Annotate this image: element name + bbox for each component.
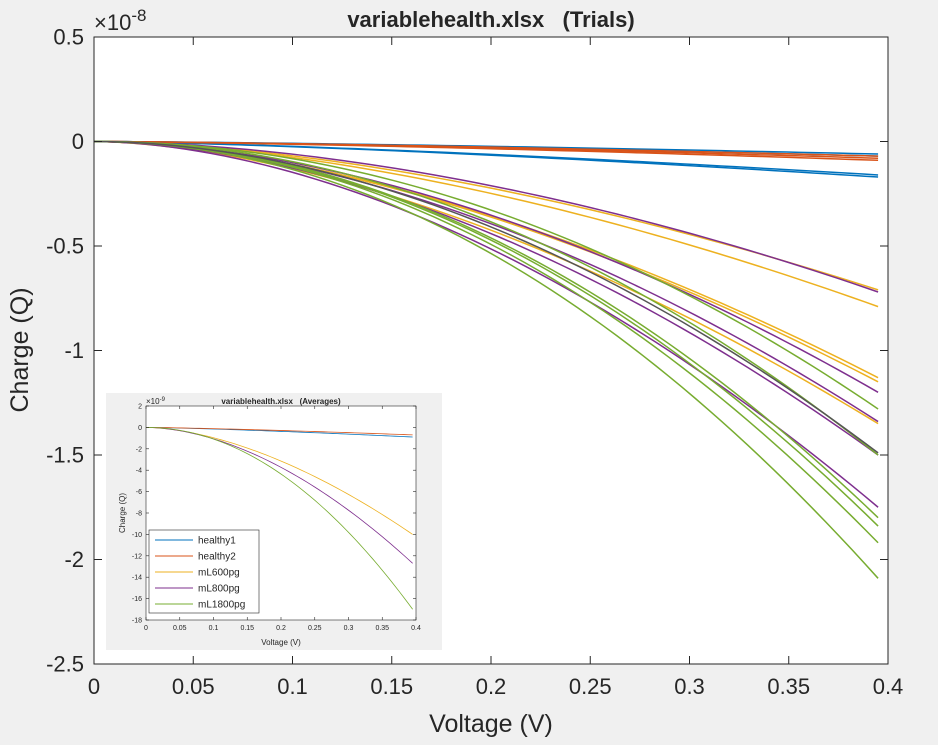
inset-y-tick-label: 2 — [138, 403, 142, 410]
main-y-tick-label: 0.5 — [53, 25, 84, 50]
main-x-tick-label: 0.1 — [277, 674, 308, 699]
main-x-tick-label: 0.4 — [873, 674, 904, 699]
inset-y-ticks: 2 0 -2 -4 -6 -8 -10 -12 -14 -16 -18 — [132, 403, 416, 624]
inset-y-tick-label: -2 — [136, 446, 142, 453]
inset-chart-title: variablehealth.xlsx (Averages) — [221, 397, 341, 406]
series-line-mL1800pg — [93, 140, 879, 579]
inset-x-tick-label: 0.1 — [209, 625, 219, 632]
series-line-mL600pg — [93, 140, 879, 425]
main-x-tick-label: 0.15 — [370, 674, 413, 699]
inset-series-line-mL1800pg — [145, 427, 413, 610]
series-line-mL1800pg — [93, 140, 879, 456]
inset-y-tick-label: -6 — [136, 489, 142, 496]
inset-x-axis-label: Voltage (V) — [261, 638, 301, 647]
main-y-tick-label: -2.5 — [46, 652, 84, 677]
series-line-mL800pg — [93, 140, 879, 293]
inset-y-tick-label: -14 — [132, 575, 142, 582]
main-x-tick-label: 0 — [88, 674, 100, 699]
main-y-exponent: ×10-8 — [94, 6, 146, 35]
main-y-axis-label: Charge (Q) — [6, 287, 34, 412]
inset-x-tick-label: 0.3 — [344, 625, 354, 632]
inset-y-tick-label: -12 — [132, 553, 142, 560]
main-x-tick-label: 0.05 — [172, 674, 215, 699]
main-x-ticks: 0 0.05 0.1 0.15 0.2 0.25 0.3 0.35 0.4 — [88, 37, 903, 699]
main-y-tick-label: -0.5 — [46, 234, 84, 259]
main-y-tick-label: -2 — [64, 547, 84, 572]
inset-x-tick-label: 0.4 — [411, 625, 421, 632]
inset-series-lines — [145, 427, 413, 610]
main-x-tick-label: 0.25 — [569, 674, 612, 699]
inset-y-tick-label: -10 — [132, 532, 142, 539]
main-x-tick-label: 0.2 — [476, 674, 507, 699]
inset-x-tick-label: 0.15 — [240, 625, 254, 632]
series-line-mL1800pg — [93, 140, 879, 544]
main-y-tick-label: 0 — [72, 129, 84, 154]
legend-label-mL600pg: mL600pg — [198, 568, 240, 579]
main-y-ticks: 0.5 0 -0.5 -1 -1.5 -2 -2.5 — [46, 25, 888, 677]
inset-legend: healthy1 healthy2 mL600pg mL800pg mL1800pg — [148, 529, 260, 614]
inset-x-tick-label: 0.2 — [276, 625, 286, 632]
legend-label-healthy2: healthy2 — [198, 552, 236, 563]
inset-y-tick-label: -18 — [132, 617, 142, 624]
inset-y-axis-label: Charge (Q) — [118, 493, 127, 533]
inset-y-tick-label: -16 — [132, 596, 142, 603]
main-y-tick-label: -1.5 — [46, 443, 84, 468]
inset-figure: 0 0.05 0.1 0.15 0.2 0.25 0.3 0.35 0.4 2 0 -2 -4 -6 -8… — [106, 393, 442, 650]
legend-label-healthy1: healthy1 — [198, 536, 236, 547]
inset-y-tick-label: 0 — [138, 425, 142, 432]
series-line-healthy2 — [93, 140, 879, 162]
inset-series-line-healthy2 — [145, 427, 413, 436]
inset-x-tick-label: 0.25 — [308, 625, 322, 632]
inset-y-tick-label: -8 — [136, 510, 142, 517]
series-line-mL800pg — [93, 140, 879, 508]
legend-label-mL1800pg: mL1800pg — [198, 600, 245, 611]
series-line-mL1800pg — [93, 140, 879, 410]
main-x-tick-label: 0.35 — [767, 674, 810, 699]
main-x-tick-label: 0.3 — [674, 674, 705, 699]
series-line-healthy1 — [93, 140, 879, 178]
inset-x-ticks: 0 0.05 0.1 0.15 0.2 0.25 0.3 0.35 0.4 — [144, 406, 421, 632]
inset-y-tick-label: -4 — [136, 468, 142, 475]
main-y-tick-label: -1 — [64, 338, 84, 363]
inset-x-tick-label: 0 — [144, 625, 148, 632]
inset-x-tick-label: 0.35 — [375, 625, 389, 632]
main-series-lines — [93, 140, 879, 579]
main-chart-title: variablehealth.xlsx (Trials) — [347, 7, 634, 32]
series-line-dark — [93, 140, 879, 454]
inset-y-exponent: ×10-9 — [146, 397, 166, 406]
main-x-axis-label: Voltage (V) — [429, 710, 553, 738]
inset-x-tick-label: 0.05 — [173, 625, 187, 632]
legend-label-mL800pg: mL800pg — [198, 584, 240, 595]
